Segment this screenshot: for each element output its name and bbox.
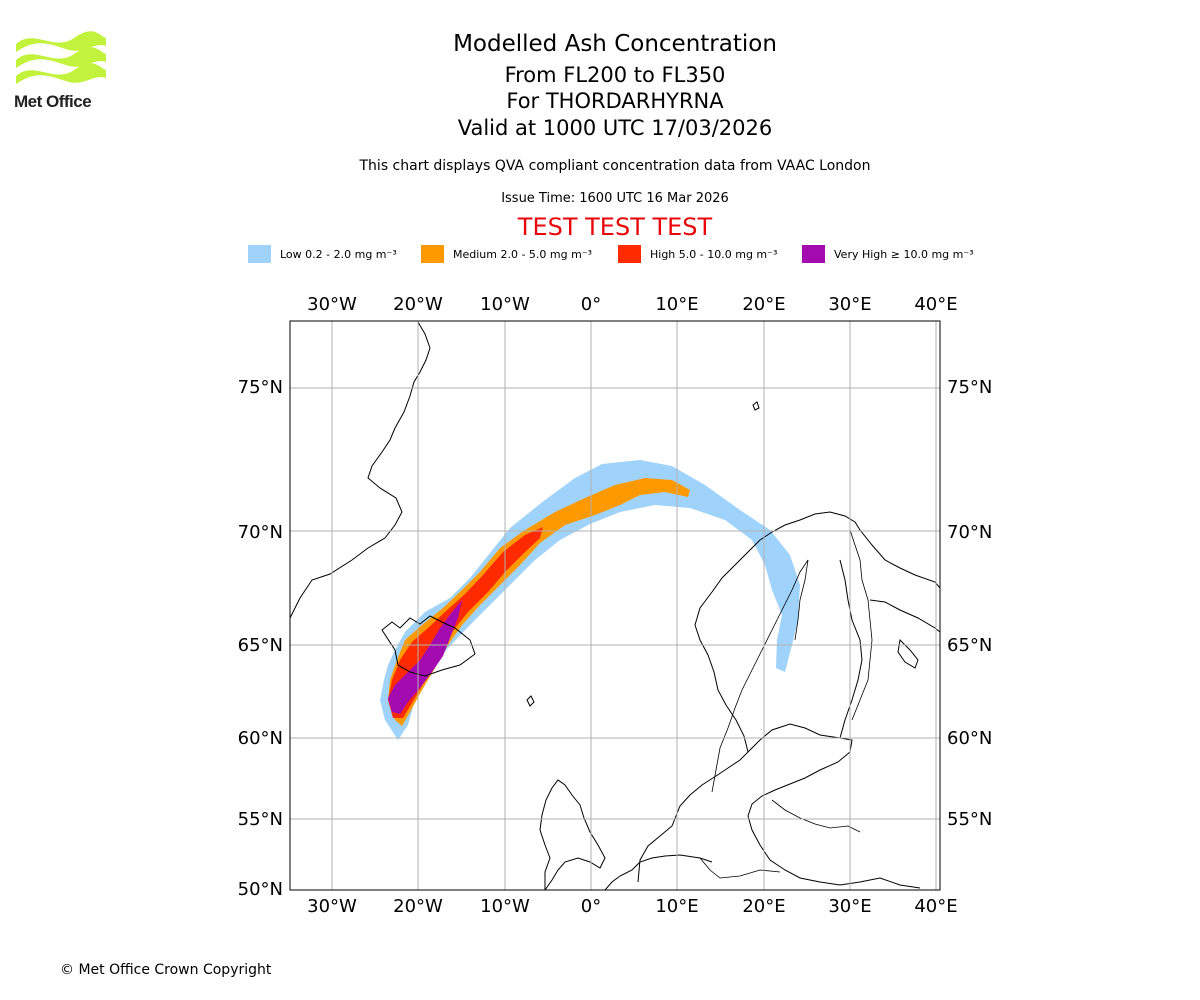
legend-label-very-high: Very High ≥ 10.0 mg m⁻³ — [834, 247, 974, 261]
chart-title: Modelled Ash Concentration — [453, 31, 777, 57]
volcano-name: For THORDARHYRNA — [506, 89, 724, 113]
coast-svalbard-isle — [752, 401, 760, 411]
lat-tick-left: 65°N — [238, 635, 283, 656]
lon-tick-bottom: 40°E — [914, 896, 957, 917]
ash-very-high-region — [388, 600, 462, 714]
lon-tick-top: 0° — [581, 294, 601, 315]
lat-tick-right: 60°N — [947, 728, 992, 749]
lon-tick-bottom: 20°E — [742, 896, 785, 917]
lon-ticks-bottom: 30°W 20°W 10°W 0° 10°E 20°E 30°E 40°E — [307, 896, 957, 917]
lat-ticks-right: 75°N 70°N 65°N 60°N 55°N — [947, 377, 992, 830]
issue-time: Issue Time: 1600 UTC 16 Mar 2026 — [501, 191, 729, 206]
legend-item-very-high: Very High ≥ 10.0 mg m⁻³ — [802, 244, 974, 264]
legend-item-high: High 5.0 - 10.0 mg m⁻³ — [618, 244, 777, 264]
lat-tick-left: 75°N — [238, 377, 283, 398]
legend-label-medium: Medium 2.0 - 5.0 mg m⁻³ — [453, 247, 593, 261]
copyright-notice: © Met Office Crown Copyright — [60, 962, 272, 978]
lat-tick-left: 50°N — [238, 879, 283, 900]
valid-time: Valid at 1000 UTC 17/03/2026 — [457, 116, 773, 140]
legend-swatch-high — [618, 245, 641, 263]
coast-kola — [869, 599, 940, 633]
coast-finland — [839, 559, 863, 739]
lon-tick-bottom: 30°W — [307, 896, 357, 917]
coast-greenland — [290, 321, 431, 619]
coast-baltic — [747, 723, 921, 889]
gridlines — [290, 321, 940, 891]
legend-swatch-low — [248, 245, 271, 263]
legend-swatch-very-high — [802, 245, 825, 263]
coast-iceland — [381, 615, 476, 677]
coast-lake — [897, 638, 919, 669]
border-finland-russia — [849, 529, 873, 721]
map-frame — [289, 320, 941, 891]
lon-tick-top: 10°W — [480, 294, 530, 315]
lat-tick-right: 70°N — [947, 522, 992, 543]
lat-tick-right: 65°N — [947, 635, 992, 656]
legend-label-high: High 5.0 - 10.0 mg m⁻³ — [650, 247, 778, 261]
border-central-europe — [699, 799, 861, 879]
flight-levels: From FL200 to FL350 — [504, 63, 726, 87]
ash-medium-region — [388, 478, 690, 726]
lon-tick-top: 20°E — [742, 294, 785, 315]
coast-scandinavia — [637, 511, 940, 883]
chart-subtitle: This chart displays QVA compliant concen… — [359, 158, 871, 174]
coast-europe — [604, 854, 713, 890]
lon-tick-bottom: 20°W — [393, 896, 443, 917]
lon-ticks-top: 30°W 20°W 10°W 0° 10°E 20°E 30°E 40°E — [307, 294, 957, 315]
lat-ticks-left: 75°N 70°N 65°N 60°N 55°N 50°N — [238, 377, 283, 900]
lon-tick-top: 40°E — [914, 294, 957, 315]
legend-item-medium: Medium 2.0 - 5.0 mg m⁻³ — [421, 244, 592, 264]
lon-tick-bottom: 0° — [581, 896, 601, 917]
legend-label-low: Low 0.2 - 2.0 mg m⁻³ — [280, 247, 397, 261]
lon-tick-top: 10°E — [655, 294, 698, 315]
lat-tick-left: 70°N — [238, 522, 283, 543]
legend-swatch-medium — [421, 245, 444, 263]
legend-item-low: Low 0.2 - 2.0 mg m⁻³ — [248, 244, 397, 264]
lat-tick-left: 60°N — [238, 728, 283, 749]
lon-tick-bottom: 10°W — [480, 896, 530, 917]
lat-tick-right: 75°N — [947, 377, 992, 398]
lat-tick-left: 55°N — [238, 809, 283, 830]
border-sweden-finland — [794, 559, 809, 641]
country-borders — [699, 529, 873, 879]
lon-tick-bottom: 10°E — [655, 896, 698, 917]
met-office-logo-text: Met Office — [14, 92, 92, 111]
lat-tick-right: 55°N — [947, 809, 992, 830]
coast-faroes — [526, 695, 535, 707]
met-office-logo — [16, 31, 106, 84]
lon-tick-top: 20°W — [393, 294, 443, 315]
lon-tick-top: 30°W — [307, 294, 357, 315]
lon-tick-bottom: 30°E — [828, 896, 871, 917]
coast-uk — [539, 779, 606, 890]
map-area — [290, 321, 940, 890]
coastlines — [290, 321, 940, 890]
test-banner: TEST TEST TEST — [517, 213, 713, 241]
lon-tick-top: 30°E — [828, 294, 871, 315]
border-norway-sweden — [711, 559, 809, 793]
